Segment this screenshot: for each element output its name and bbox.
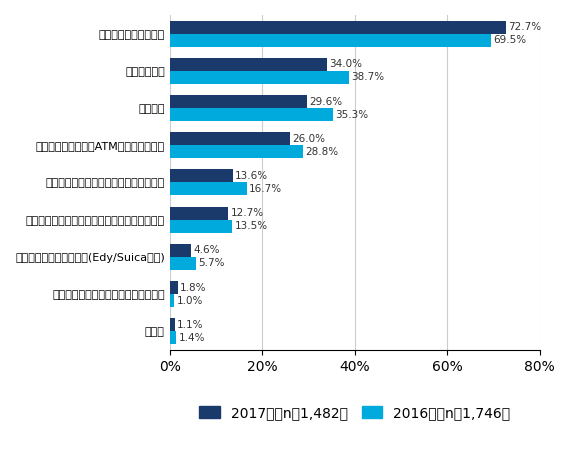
Text: 35.3%: 35.3% [335, 110, 368, 120]
Bar [170, 183, 247, 196]
Text: 69.5%: 69.5% [494, 35, 527, 45]
Legend: 2017年（n＝1,482）, 2016年（n＝1,746）: 2017年（n＝1,482）, 2016年（n＝1,746） [193, 400, 516, 425]
Text: 26.0%: 26.0% [292, 134, 325, 144]
Bar [170, 331, 176, 344]
Bar [170, 58, 327, 71]
Bar [170, 71, 349, 84]
Bar [170, 34, 491, 47]
Text: 13.6%: 13.6% [235, 171, 268, 181]
Text: 34.0%: 34.0% [329, 59, 362, 69]
Text: 5.7%: 5.7% [198, 258, 225, 269]
Bar [170, 108, 333, 121]
Text: 28.8%: 28.8% [305, 147, 338, 157]
Bar [170, 257, 196, 270]
Text: 72.7%: 72.7% [508, 22, 542, 32]
Bar [170, 95, 307, 108]
Bar [170, 244, 191, 257]
Bar [170, 281, 178, 294]
Bar [170, 318, 174, 331]
Text: 1.8%: 1.8% [180, 283, 207, 292]
Bar [170, 170, 233, 183]
Text: 1.1%: 1.1% [177, 320, 203, 330]
Bar [170, 206, 229, 219]
Text: 16.7%: 16.7% [249, 184, 282, 194]
Text: 1.0%: 1.0% [177, 296, 203, 305]
Bar [170, 145, 303, 158]
Text: 29.6%: 29.6% [309, 97, 342, 106]
Text: 1.4%: 1.4% [178, 333, 205, 343]
Bar [170, 294, 174, 307]
Text: 13.5%: 13.5% [234, 221, 267, 231]
Bar [170, 219, 232, 233]
Text: 12.7%: 12.7% [231, 208, 264, 218]
Text: 4.6%: 4.6% [193, 245, 219, 255]
Text: 38.7%: 38.7% [351, 72, 384, 82]
Bar [170, 132, 290, 145]
Bar [170, 21, 506, 34]
